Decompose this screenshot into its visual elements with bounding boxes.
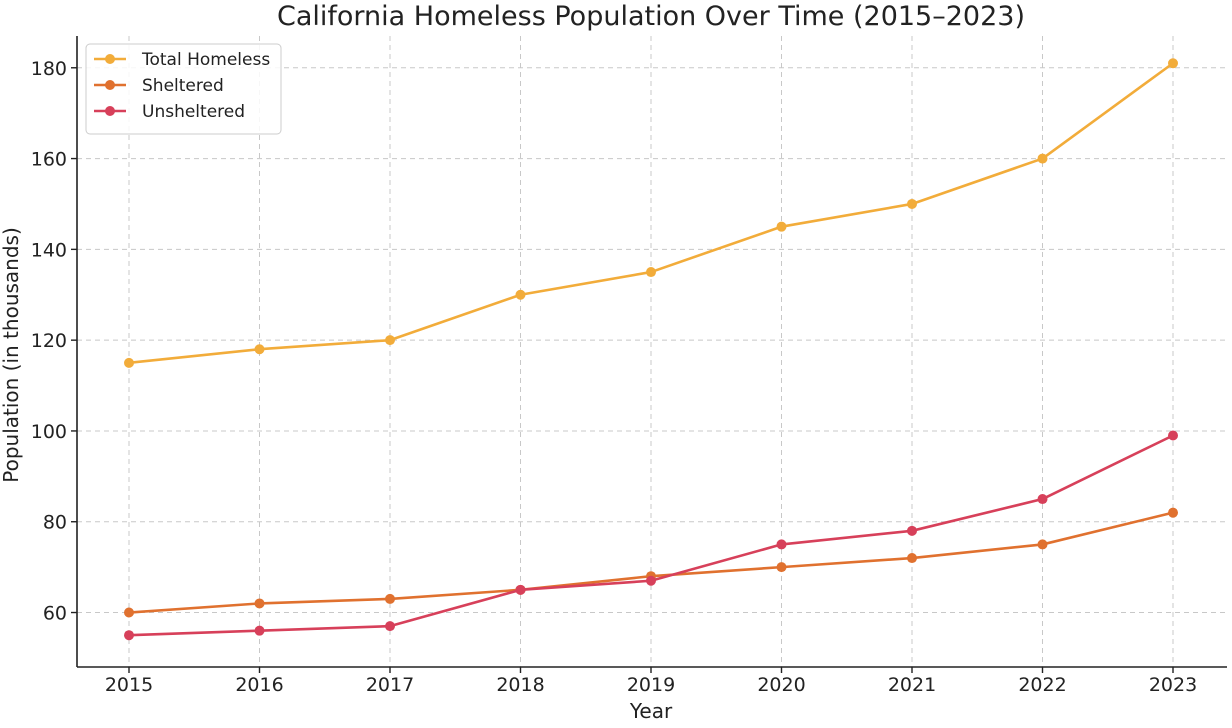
y-tick-label: 60	[43, 603, 67, 625]
legend-label: Unsheltered	[142, 102, 245, 122]
data-point-total-homeless	[907, 198, 917, 209]
axes-spines	[76, 36, 1227, 668]
chart-title: California Homeless Population Over Time…	[277, 1, 1025, 32]
y-tick-label: 80	[43, 512, 67, 534]
legend-marker	[105, 80, 115, 90]
x-tick-label: 2022	[1018, 674, 1066, 696]
x-axis-ticks: 2015 2016 2017 2018 2019 2020 2021 2022 2023	[105, 667, 1197, 696]
data-point-sheltered	[1168, 507, 1178, 518]
series-unsheltered	[124, 430, 1178, 641]
data-point-unsheltered	[385, 621, 395, 632]
data-point-total-homeless	[1037, 153, 1048, 164]
data-point-total-homeless	[776, 221, 787, 232]
data-point-unsheltered	[515, 584, 526, 595]
data-point-total-homeless	[646, 267, 656, 278]
x-tick-label: 2015	[105, 674, 153, 696]
x-tick-label: 2020	[757, 674, 805, 696]
x-tick-label: 2017	[366, 674, 414, 696]
data-point-unsheltered	[124, 630, 134, 641]
x-tick-label: 2016	[235, 674, 283, 696]
data-point-sheltered	[385, 593, 395, 604]
data-point-sheltered	[124, 607, 134, 618]
x-tick-label: 2018	[496, 674, 544, 696]
data-point-unsheltered	[646, 575, 656, 586]
x-tick-label: 2021	[888, 674, 936, 696]
data-point-unsheltered	[254, 625, 265, 636]
y-tick-label: 180	[31, 58, 67, 80]
x-tick-label: 2023	[1149, 674, 1197, 696]
x-tick-label: 2019	[627, 674, 675, 696]
data-point-sheltered	[1037, 539, 1048, 550]
data-point-sheltered	[254, 598, 265, 609]
legend-marker	[105, 54, 115, 64]
legend-box	[85, 43, 282, 135]
legend-marker	[105, 106, 115, 116]
data-point-unsheltered	[1168, 430, 1178, 441]
y-tick-label: 100	[31, 421, 67, 443]
data-point-sheltered	[776, 562, 787, 573]
legend-entry: Total Homeless	[94, 50, 270, 70]
y-axis-label: Population (in thousands)	[0, 227, 23, 483]
legend-entry: Sheltered	[94, 76, 224, 96]
x-axis-label: Year	[629, 699, 673, 723]
y-axis-ticks: 60 80 100 120 140 160 180	[31, 58, 77, 625]
legend-label: Sheltered	[142, 76, 224, 96]
data-point-total-homeless	[254, 344, 265, 355]
data-point-total-homeless	[124, 357, 134, 368]
series-total-homeless	[124, 58, 1178, 368]
y-tick-label: 120	[31, 330, 67, 352]
data-point-sheltered	[907, 553, 917, 564]
legend-label: Total Homeless	[141, 50, 270, 70]
legend-entry: Unsheltered	[94, 102, 245, 122]
legend: Total Homeless Sheltered Unsheltered	[85, 43, 282, 135]
data-point-unsheltered	[907, 525, 917, 536]
y-tick-label: 140	[31, 239, 67, 261]
series-lines	[124, 58, 1178, 641]
y-tick-label: 160	[31, 149, 67, 171]
data-point-total-homeless	[385, 335, 395, 346]
data-point-unsheltered	[776, 539, 787, 550]
data-point-total-homeless	[1168, 58, 1178, 69]
data-point-total-homeless	[515, 289, 526, 300]
data-point-unsheltered	[1037, 494, 1048, 505]
